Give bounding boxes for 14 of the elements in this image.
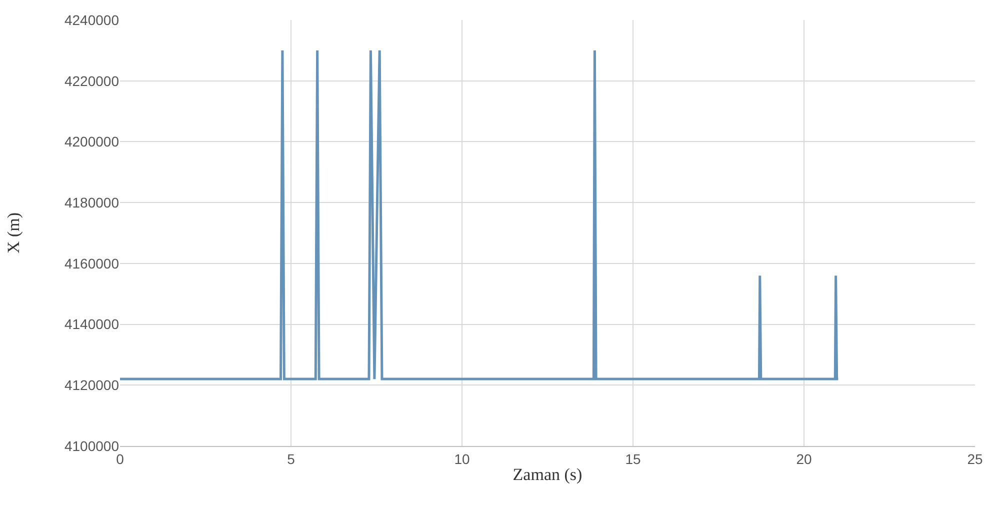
x-tick-label: 5 [287,450,296,467]
y-tick-label: 4200000 [64,134,120,150]
x-tick-label: 25 [967,450,983,467]
y-tick-label: 4160000 [64,255,120,272]
x-tick-label: 20 [796,450,812,467]
x-axis-title: Zaman (s) [512,465,582,484]
y-tick-label: 4220000 [64,72,120,89]
x-tick-label: 10 [454,450,470,467]
x-tick-label: 15 [625,450,641,467]
y-tick-label: 4240000 [64,12,120,28]
y-tick-label: 4140000 [64,316,120,332]
y-tick-label: 4120000 [64,377,120,394]
y-tick-label: 4180000 [64,194,120,210]
y-axis-title: X (m) [4,212,24,254]
